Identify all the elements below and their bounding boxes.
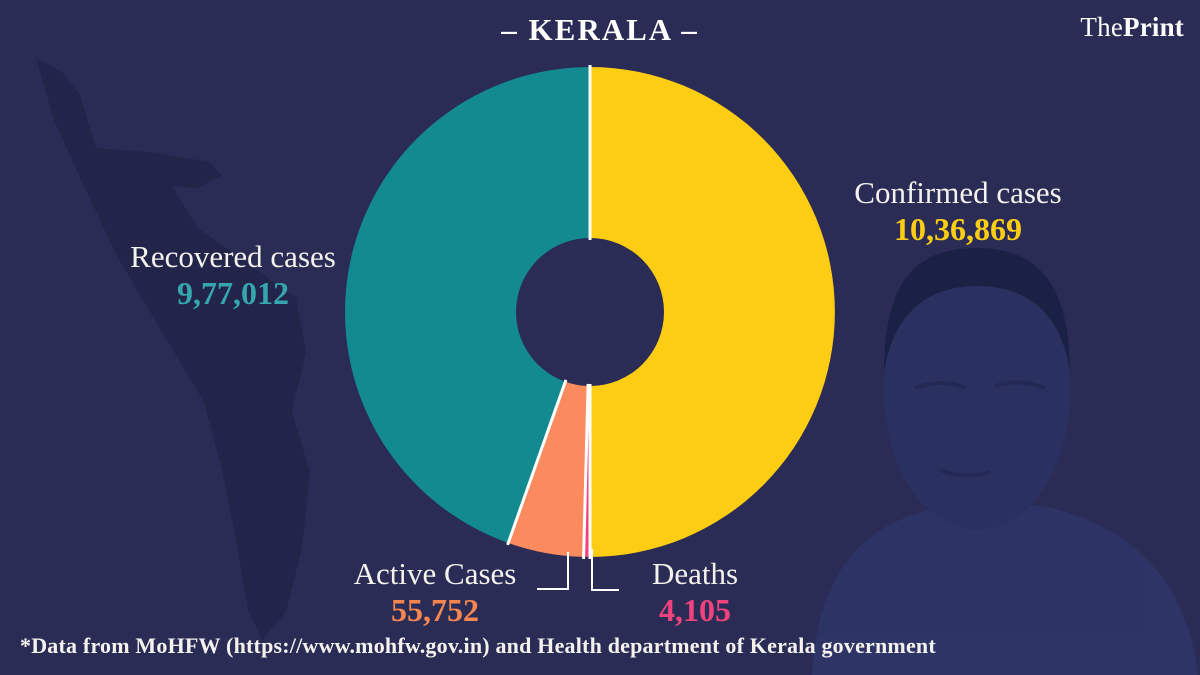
page-title: – KERALA – [501,12,699,47]
recovered-cases-label-block: Recovered cases 9,77,012 [83,239,383,312]
recovered-cases-value: 9,77,012 [177,274,289,311]
deaths-label: Deaths [651,556,739,591]
data-source-footnote: *Data from MoHFW (https://www.mohfw.gov.… [20,633,936,658]
theprint-logo-the: The [1080,12,1123,42]
donut-slice-dividers [506,65,592,559]
theprint-logo: ThePrint [1080,12,1184,43]
active-cases-label: Active Cases [353,556,517,591]
confirmed-cases-value: 10,36,869 [894,210,1022,247]
slice-divider [506,379,568,546]
slice-active-cases [508,381,589,557]
deaths-value: 4,105 [659,591,731,628]
active-cases-leader-line [537,552,569,590]
person-shirt-shape [812,502,1198,675]
slice-recovered-cases [345,67,590,543]
slice-confirmed-cases [590,67,835,557]
confirmed-cases-label-block: Confirmed cases 10,36,869 [808,175,1108,248]
deaths-label-block: Deaths 4,105 [616,556,774,629]
slice-divider [582,383,590,559]
person-face-features [914,380,1046,478]
person-hair-shape [884,248,1070,372]
theprint-logo-print: Print [1123,12,1184,42]
donut-chart [345,67,835,557]
active-cases-label-block: Active Cases 55,752 [318,556,552,629]
recovered-cases-label: Recovered cases [130,239,336,274]
person-photo-silhouette [812,248,1198,675]
confirmed-cases-label: Confirmed cases [854,175,1062,210]
kerala-map-silhouette [36,58,310,640]
active-cases-value: 55,752 [391,591,479,628]
deaths-leader-line [591,549,619,591]
person-face-shape [884,254,1070,530]
